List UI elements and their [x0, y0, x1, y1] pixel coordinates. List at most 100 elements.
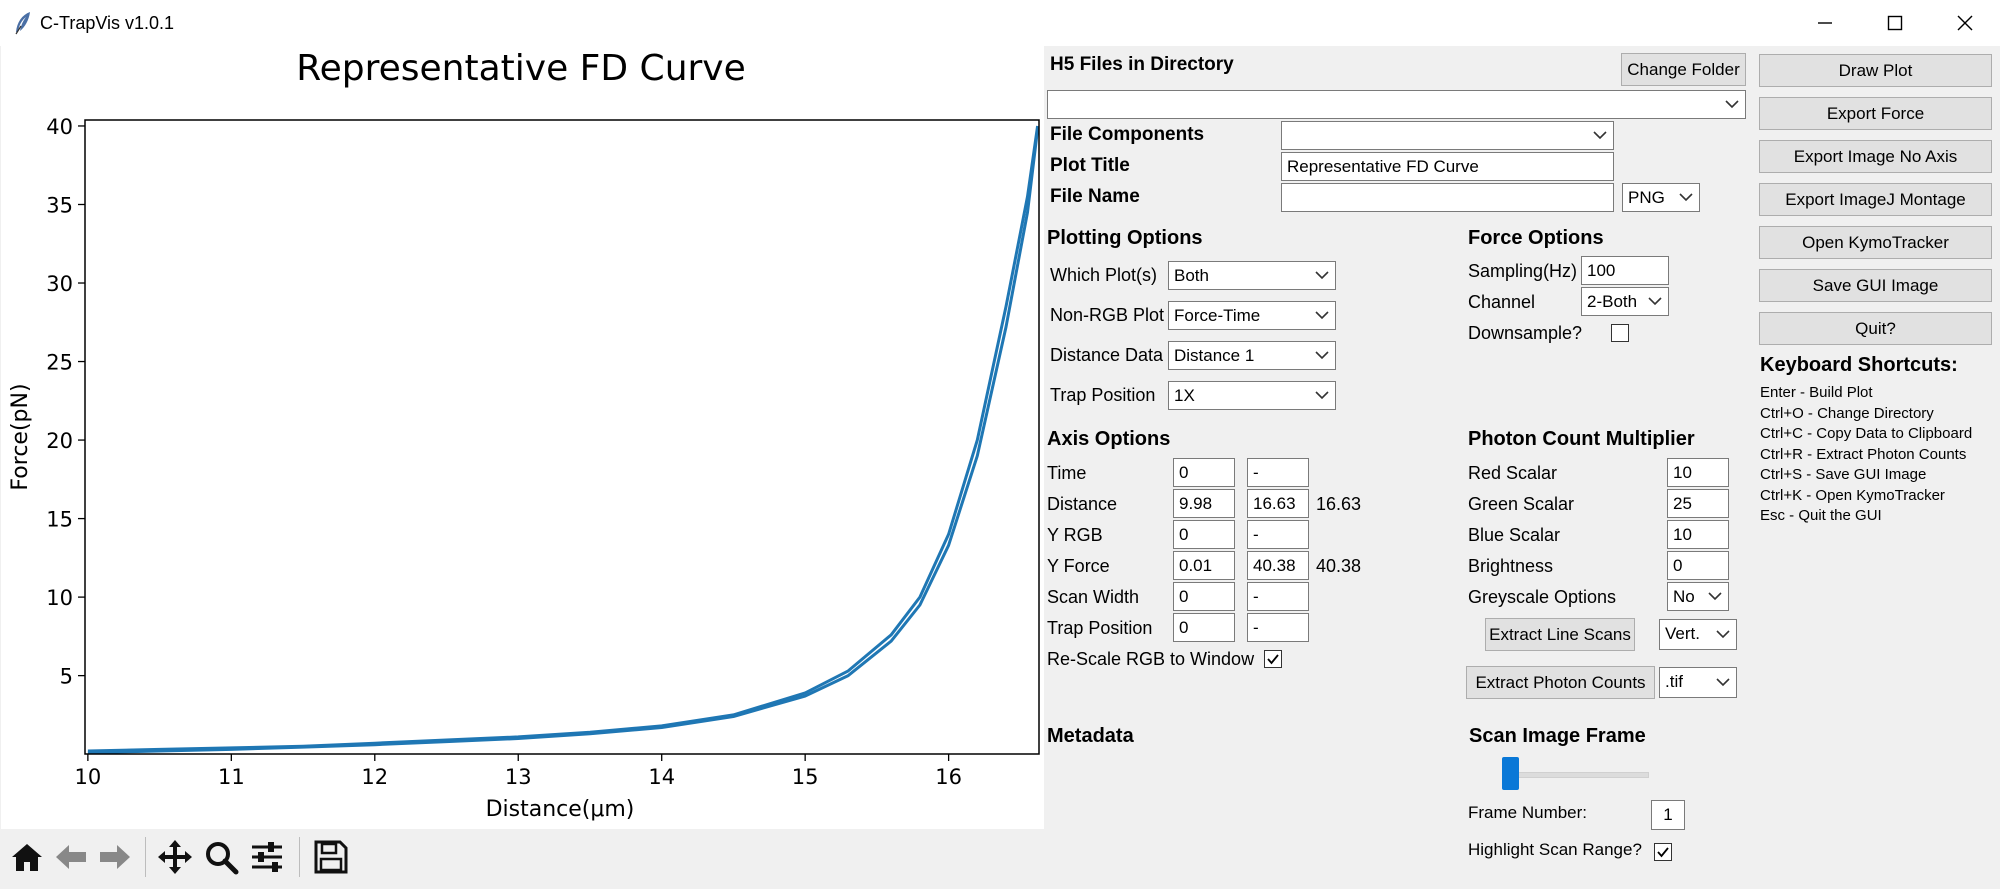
sampling-input[interactable]: 100 [1581, 256, 1669, 285]
home-button[interactable] [5, 835, 49, 879]
axis-max-input[interactable]: - [1247, 582, 1309, 611]
line-scan-direction-select[interactable]: Vert. [1659, 619, 1737, 650]
photon-count-header: Photon Count Multiplier [1468, 428, 1695, 450]
plot-title-label: Plot Title [1050, 155, 1130, 176]
axis-row-label: Y Force [1047, 556, 1110, 576]
checkmark-icon [1657, 847, 1669, 858]
change-folder-button[interactable]: Change Folder [1621, 53, 1746, 86]
axis-min-input[interactable]: 9.98 [1173, 489, 1235, 518]
axis-row-label: Time [1047, 463, 1087, 483]
chevron-down-icon [1315, 342, 1329, 369]
chevron-down-icon [1716, 668, 1730, 697]
distance-data-value: Distance 1 [1174, 346, 1255, 365]
non-rgb-plot-select[interactable]: Force-Time [1168, 301, 1336, 330]
extract-line-scans-button[interactable]: Extract Line Scans [1485, 618, 1635, 651]
shortcut-item: Esc - Quit the GUI [1760, 507, 1882, 524]
y-tick-label: 40 [46, 115, 73, 139]
chevron-down-icon [1679, 184, 1693, 211]
export-force-button[interactable]: Export Force [1759, 97, 1992, 130]
red-scalar-input[interactable]: 10 [1667, 458, 1729, 487]
axis-min-input[interactable]: 0.01 [1173, 551, 1235, 580]
scan-frame-slider-track[interactable] [1505, 772, 1649, 778]
axis-max-input[interactable]: - [1247, 520, 1309, 549]
chevron-down-icon [1315, 302, 1329, 329]
axis-row-label: Trap Position [1047, 618, 1153, 638]
blue-scalar-input[interactable]: 10 [1667, 520, 1729, 549]
rescale-rgb-label: Re-Scale RGB to Window [1047, 649, 1255, 669]
minimize-button[interactable] [1790, 0, 1860, 46]
axis-max-input[interactable]: 40.38 [1247, 551, 1309, 580]
brightness-input[interactable]: 0 [1667, 551, 1729, 580]
quit-button[interactable]: Quit? [1759, 312, 1992, 345]
y-tick-label: 20 [46, 429, 73, 453]
chevron-down-icon [1315, 382, 1329, 409]
x-axis-label: Distance(μm) [486, 797, 635, 822]
forward-button[interactable] [93, 835, 137, 879]
save-gui-image-button[interactable]: Save GUI Image [1759, 269, 1992, 302]
h5-file-select[interactable] [1047, 90, 1746, 119]
brightness-label: Brightness [1468, 556, 1554, 576]
shortcut-item: Ctrl+K - Open KymoTracker [1760, 487, 1945, 504]
file-format-value: PNG [1628, 188, 1665, 207]
which-plots-select[interactable]: Both [1168, 261, 1336, 290]
extract-photon-counts-button[interactable]: Extract Photon Counts [1466, 666, 1655, 699]
non-rgb-plot-label: Non-RGB Plot [1050, 305, 1165, 325]
channel-select[interactable]: 2-Both [1581, 287, 1669, 316]
shortcut-item: Ctrl+C - Copy Data to Clipboard [1760, 425, 1973, 442]
x-tick-label: 11 [218, 765, 245, 789]
downsample-checkbox[interactable] [1611, 324, 1629, 342]
file-components-select[interactable] [1281, 121, 1614, 150]
highlight-scan-checkbox[interactable] [1654, 843, 1672, 861]
maximize-button[interactable] [1860, 0, 1930, 46]
zoom-icon [206, 842, 239, 875]
axis-row-label: Scan Width [1047, 587, 1140, 607]
configure-button[interactable] [245, 835, 289, 879]
rescale-rgb-checkbox[interactable] [1264, 650, 1282, 668]
pan-button[interactable] [153, 835, 197, 879]
axis-extent-value: 16.63 [1316, 494, 1362, 514]
file-name-label: File Name [1050, 186, 1140, 207]
toolbar-separator [145, 837, 146, 877]
back-button[interactable] [49, 835, 93, 879]
export-imagej-montage-button[interactable]: Export ImageJ Montage [1759, 183, 1992, 216]
plot-title-input[interactable]: Representative FD Curve [1281, 152, 1614, 181]
open-kymotracker-button[interactable]: Open KymoTracker [1759, 226, 1992, 259]
x-tick-label: 16 [935, 765, 962, 789]
save-figure-button[interactable] [309, 835, 353, 879]
zoom-button[interactable] [199, 835, 243, 879]
export-image-no-axis-button[interactable]: Export Image No Axis [1759, 140, 1992, 173]
checkmark-icon [1267, 654, 1279, 665]
axis-max-input[interactable]: - [1247, 613, 1309, 642]
green-scalar-input[interactable]: 25 [1667, 489, 1729, 518]
trap-position-select-label: Trap Position [1050, 385, 1156, 405]
axis-min-input[interactable]: 0 [1173, 520, 1235, 549]
y-tick-label: 10 [46, 586, 73, 610]
plot-canvas[interactable]: Representative FD Curve 10 11 12 13 14 15 16 5 1… [1, 46, 1044, 829]
greyscale-select[interactable]: No [1667, 582, 1729, 611]
axis-min-input[interactable]: 0 [1173, 458, 1235, 487]
green-scalar-label: Green Scalar [1468, 494, 1575, 514]
plot-toolbar [1, 829, 1044, 889]
greyscale-value: No [1673, 587, 1695, 606]
frame-number-input[interactable]: 1 [1651, 800, 1685, 830]
x-tick-label: 10 [75, 765, 102, 789]
shortcut-item: Enter - Build Plot [1760, 384, 1873, 401]
close-button[interactable] [1930, 0, 2000, 46]
axis-max-input[interactable]: - [1247, 458, 1309, 487]
axis-min-input[interactable]: 0 [1173, 582, 1235, 611]
y-tick-label: 35 [46, 193, 73, 217]
trap-position-select[interactable]: 1X [1168, 381, 1336, 410]
red-scalar-label: Red Scalar [1468, 463, 1558, 483]
scan-frame-slider-thumb[interactable] [1502, 757, 1519, 790]
photon-format-select[interactable]: .tif [1659, 667, 1737, 698]
file-format-select[interactable]: PNG [1622, 183, 1700, 212]
minimize-icon [1818, 22, 1832, 24]
axis-min-input[interactable]: 0 [1173, 613, 1235, 642]
file-name-input[interactable] [1281, 183, 1614, 212]
axis-max-input[interactable]: 16.63 [1247, 489, 1309, 518]
channel-label: Channel [1468, 292, 1536, 312]
distance-data-select[interactable]: Distance 1 [1168, 341, 1336, 370]
fd-series-line-1 [87, 125, 1040, 753]
draw-plot-button[interactable]: Draw Plot [1759, 54, 1992, 87]
blue-scalar-label: Blue Scalar [1468, 525, 1561, 545]
